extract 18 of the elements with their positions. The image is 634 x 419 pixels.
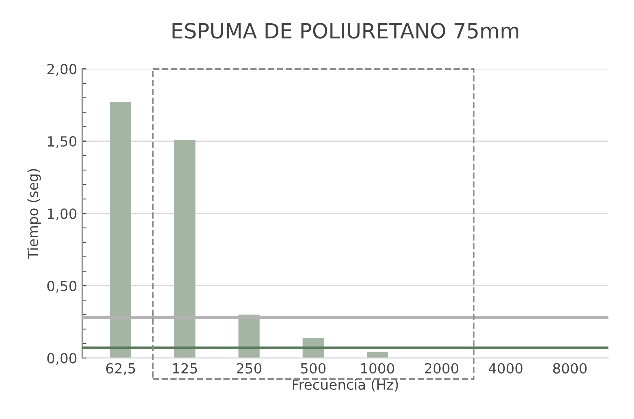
chart-title: ESPUMA DE POLIURETANO 75mm xyxy=(172,23,519,39)
y-tick-label: 1,50 xyxy=(48,136,77,148)
x-tick-label: 4000 xyxy=(488,363,523,374)
x-tick-label: 250 xyxy=(237,363,262,374)
x-tick-label: 2000 xyxy=(425,363,459,374)
bar xyxy=(174,140,196,358)
bar xyxy=(110,102,132,358)
x-tick-label: 500 xyxy=(301,363,326,374)
x-axis-title: Frecuencia (Hz) xyxy=(293,379,398,392)
x-tick-label: 1000 xyxy=(361,363,394,374)
x-tick-label: 8000 xyxy=(553,363,587,374)
y-tick-label: 2,00 xyxy=(48,64,77,76)
y-axis-title: Tiempo (seg) xyxy=(28,169,42,260)
x-tick-label: 125 xyxy=(173,363,198,374)
x-tick-label: 62,5 xyxy=(106,363,136,376)
y-tick-label: 0,00 xyxy=(48,353,77,366)
y-tick-label: 1,00 xyxy=(48,208,77,221)
y-tick-label: 0,50 xyxy=(48,280,77,293)
